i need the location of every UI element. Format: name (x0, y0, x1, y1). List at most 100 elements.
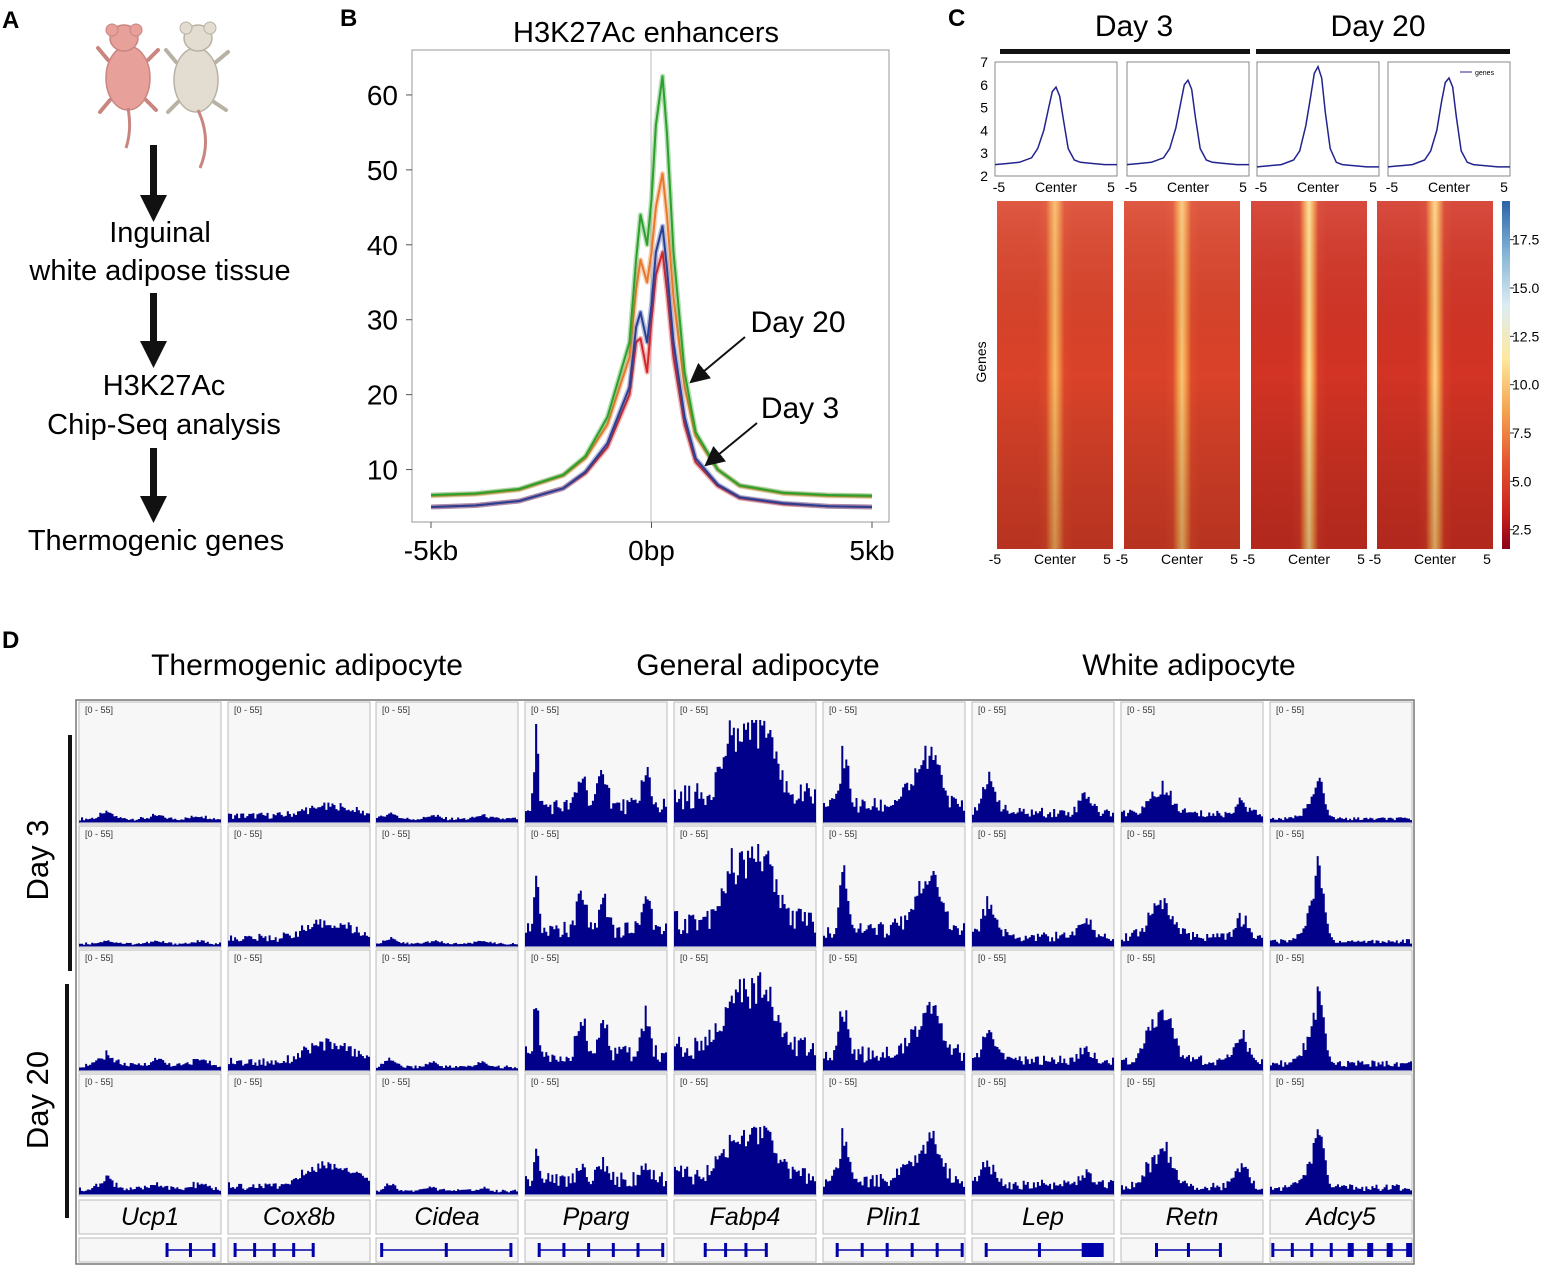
track-range-label: [0 - 55] (1276, 953, 1304, 963)
row-label-day3: Day 3 (20, 820, 55, 901)
x-tick-label: Center (1034, 551, 1076, 567)
series-group (430, 73, 873, 510)
group-title: White adipocyte (1082, 649, 1295, 682)
track-range-label: [0 - 55] (1127, 1077, 1155, 1087)
gene-label-cell (822, 1199, 966, 1235)
coverage-track (376, 937, 518, 946)
group-label-day3: Day 3 (1095, 10, 1173, 43)
exon (1310, 1243, 1314, 1257)
profile-line (994, 85, 1117, 166)
x-tick-label: -5kb (404, 535, 458, 566)
colorbar-tick-label: 15.0 (1512, 280, 1539, 296)
track-range-label: [0 - 55] (680, 1077, 708, 1087)
y-tick-label: 50 (367, 155, 398, 186)
row-bracket-day20 (65, 984, 69, 1218)
gene-name: Retn (1166, 1203, 1219, 1231)
group-bar-day20 (1256, 49, 1510, 54)
y-tick-label: 4 (980, 122, 988, 138)
track-range-label: [0 - 55] (234, 829, 262, 839)
coverage-track (525, 1148, 667, 1194)
coverage-track (674, 1125, 816, 1194)
x-tick-label: 5 (1357, 551, 1365, 567)
track-range-label: [0 - 55] (382, 829, 410, 839)
exon (1081, 1243, 1104, 1257)
heatmaps: -5 Center 5 -5 Center 5 -5 Center 5 -5 Center 5 (989, 201, 1493, 567)
coverage-track (823, 1128, 965, 1194)
exon (1218, 1243, 1222, 1257)
profile-frame (1256, 61, 1380, 177)
coverage-track (1270, 777, 1412, 822)
track-range-label: [0 - 55] (829, 829, 857, 839)
x-tick-label: -5 (1369, 551, 1382, 567)
x-tick-label: -5 (1386, 179, 1399, 195)
x-tick-label: -5 (1125, 179, 1138, 195)
track-range-label: [0 - 55] (680, 953, 708, 963)
panel-letter-a: A (2, 7, 19, 34)
colorbar-tick-label: 17.5 (1512, 232, 1539, 248)
x-tick-label: Center (1428, 179, 1470, 195)
track-panel (1269, 701, 1413, 825)
y-tick-label: 7 (980, 54, 988, 70)
coverage-track (376, 1057, 518, 1070)
track-range-label: [0 - 55] (382, 953, 410, 963)
panel-c: C Day 3 Day 20 -5 Center 5 -5 Center 5 -5 Cente… (948, 5, 1539, 567)
colorbar-tick-label: 5.0 (1512, 473, 1532, 489)
colorbar: 17.5 15.0 12.5 10.0 7.5 5.0 2.5 (1502, 201, 1539, 549)
x-tick-label: -5 (1255, 179, 1268, 195)
step-text: H3K27Ac (103, 370, 226, 402)
track-panel (375, 825, 519, 949)
y-tick-label: 5 (980, 100, 988, 116)
x-tick-label: Center (1161, 551, 1203, 567)
track-panel (1269, 1073, 1413, 1197)
heatmap-shading (1251, 201, 1367, 549)
panel-letter-b: B (340, 5, 357, 32)
group-label-day20: Day 20 (1330, 10, 1425, 43)
coverage-track (823, 745, 965, 822)
track-range-label: [0 - 55] (978, 1077, 1006, 1087)
gene-model-cell (673, 1237, 817, 1263)
mouse-illustration-white (164, 21, 230, 169)
coverage-track (972, 1160, 1114, 1194)
browser-frame (75, 699, 1415, 1265)
exon (587, 1243, 591, 1257)
y-tick-label: 10 (367, 455, 398, 486)
track-range-label: [0 - 55] (1276, 829, 1304, 839)
track-range-label: [0 - 55] (85, 953, 113, 963)
track-range-label: [0 - 55] (85, 829, 113, 839)
exon (1367, 1243, 1374, 1257)
track-panel (375, 949, 519, 1073)
coverage-track (972, 771, 1114, 822)
track-range-label: [0 - 55] (680, 829, 708, 839)
panel-a: A Ingui (2, 7, 291, 557)
exon (444, 1243, 448, 1257)
track-panel (227, 701, 371, 825)
x-tick-label: Center (1414, 551, 1456, 567)
colorbar-tick-label: 7.5 (1512, 425, 1532, 441)
track-panel (375, 1073, 519, 1197)
exon (835, 1243, 839, 1257)
exon (562, 1243, 566, 1257)
track-range-label: [0 - 55] (829, 953, 857, 963)
gene-name: Fabp4 (710, 1203, 781, 1231)
x-axis: -5kb 0bp 5kb (404, 522, 895, 566)
series-line (430, 225, 873, 508)
x-tick-label: 5 (1107, 179, 1115, 195)
gene-name: Pparg (563, 1203, 630, 1231)
x-tick-label: -5 (1243, 551, 1256, 567)
y-tick-label: 2 (980, 168, 988, 184)
panel-letter-d: D (2, 627, 19, 654)
track-panel (78, 825, 222, 949)
exon (860, 1243, 864, 1257)
x-tick-label: Center (1297, 179, 1339, 195)
step-text: Thermogenic genes (28, 525, 284, 557)
track-range-label: [0 - 55] (531, 829, 559, 839)
gene-name: Cidea (414, 1203, 479, 1231)
row-label-day20: Day 20 (20, 1051, 55, 1149)
gene-label-cell (971, 1199, 1115, 1235)
track-range-label: [0 - 55] (829, 705, 857, 715)
colorbar-strip (1502, 201, 1510, 549)
coverage-track (674, 720, 816, 822)
exon (703, 1243, 707, 1257)
track-panel (78, 1073, 222, 1197)
annotation-day3: Day 3 (761, 392, 839, 425)
